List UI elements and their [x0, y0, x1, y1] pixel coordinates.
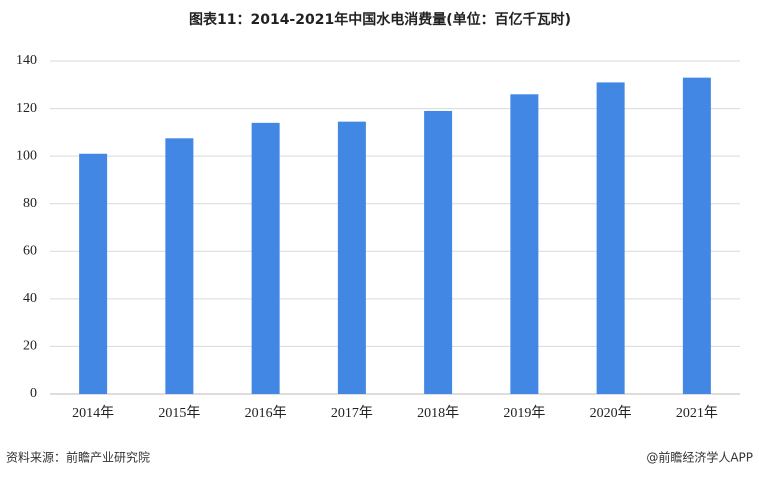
bar [510, 94, 539, 395]
x-tick-label: 2016年 [245, 405, 287, 421]
y-tick-label: 60 [23, 244, 37, 259]
y-tick-label: 140 [16, 53, 37, 68]
x-tick-label: 2019年 [503, 405, 545, 421]
y-tick-label: 120 [16, 101, 37, 116]
source: 资料来源：前瞻产业研究院 [6, 450, 150, 465]
x-tick-label: 2014年 [72, 405, 114, 421]
y-tick-label: 80 [23, 196, 37, 211]
x-tick-label: 2017年 [331, 405, 373, 421]
y-tick-label: 0 [30, 386, 37, 401]
bar [337, 121, 366, 395]
y-tick-label: 100 [16, 148, 37, 163]
bar [682, 77, 711, 395]
x-tick-label: 2020年 [590, 405, 632, 421]
x-tick-label: 2015年 [158, 405, 200, 421]
bar [596, 82, 625, 395]
chart-title: 图表11：2014-2021年中国水电消费量(单位：百亿千瓦时) [189, 11, 571, 28]
credit: @前瞻经济学人APP [646, 450, 753, 465]
bar [79, 153, 108, 394]
x-tick-label: 2021年 [676, 405, 718, 421]
y-tick-label: 40 [23, 291, 37, 306]
x-tick-label: 2018年 [417, 405, 459, 421]
bar [251, 122, 280, 394]
bar [424, 110, 453, 394]
bar [165, 138, 194, 394]
y-tick-label: 20 [23, 339, 37, 354]
